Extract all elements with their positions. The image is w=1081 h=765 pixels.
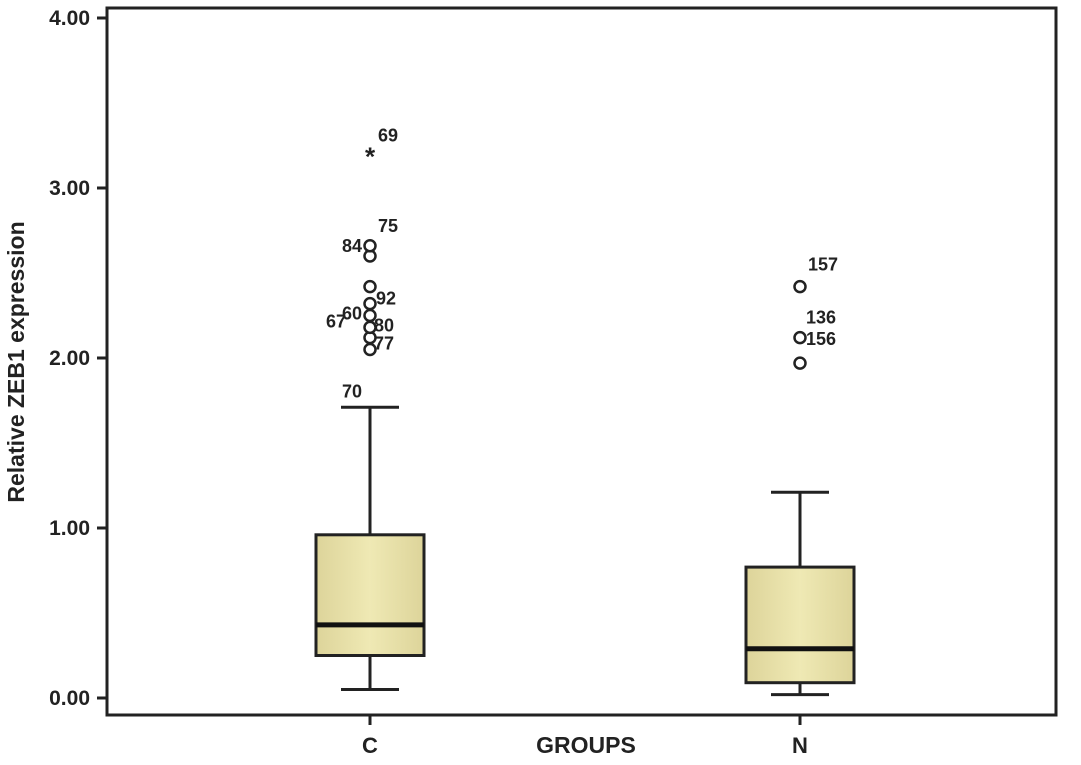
outlier-label: 70 xyxy=(342,382,362,402)
x-category-label: N xyxy=(792,733,808,758)
extreme-outlier-marker: * xyxy=(365,142,376,172)
outlier-label: 156 xyxy=(806,329,836,349)
outlier-marker xyxy=(793,330,807,345)
plot-frame xyxy=(105,6,1058,717)
outlier-marker xyxy=(363,239,377,253)
y-tick-label: 1.00 xyxy=(49,517,90,540)
outlier-label: 157 xyxy=(808,255,838,275)
outlier-label: 67 xyxy=(326,311,346,331)
outlier-marker xyxy=(363,296,377,311)
outlier-label: 84 xyxy=(342,236,362,256)
y-axis: 0.00 1.00 2.00 3.00 4.00 xyxy=(49,7,107,710)
y-tick-label: 0.00 xyxy=(49,687,90,710)
outlier-label: 77 xyxy=(374,334,394,354)
outlier-label: 75 xyxy=(378,216,398,236)
outlier-label: 60 xyxy=(342,304,362,324)
y-tick-label: 3.00 xyxy=(49,177,90,200)
iqr-box xyxy=(744,565,856,685)
x-axis-title: GROUPS xyxy=(536,732,636,758)
y-tick-label: 4.00 xyxy=(49,7,90,30)
box-C: 70 77 67 80 60 92 84 75 *69 xyxy=(314,126,426,691)
outlier-marker xyxy=(793,279,807,294)
outlier-label: 136 xyxy=(806,308,836,328)
outlier-label: 80 xyxy=(374,316,394,336)
y-axis-title: Relative ZEB1 expression xyxy=(3,221,29,502)
outlier-label: 92 xyxy=(376,289,396,309)
x-category-label: C xyxy=(362,733,378,758)
outlier-label: 69 xyxy=(378,126,398,146)
outlier-marker xyxy=(793,356,807,370)
iqr-box xyxy=(314,533,426,657)
outlier-marker xyxy=(363,279,377,294)
y-tick-label: 2.00 xyxy=(49,347,90,370)
